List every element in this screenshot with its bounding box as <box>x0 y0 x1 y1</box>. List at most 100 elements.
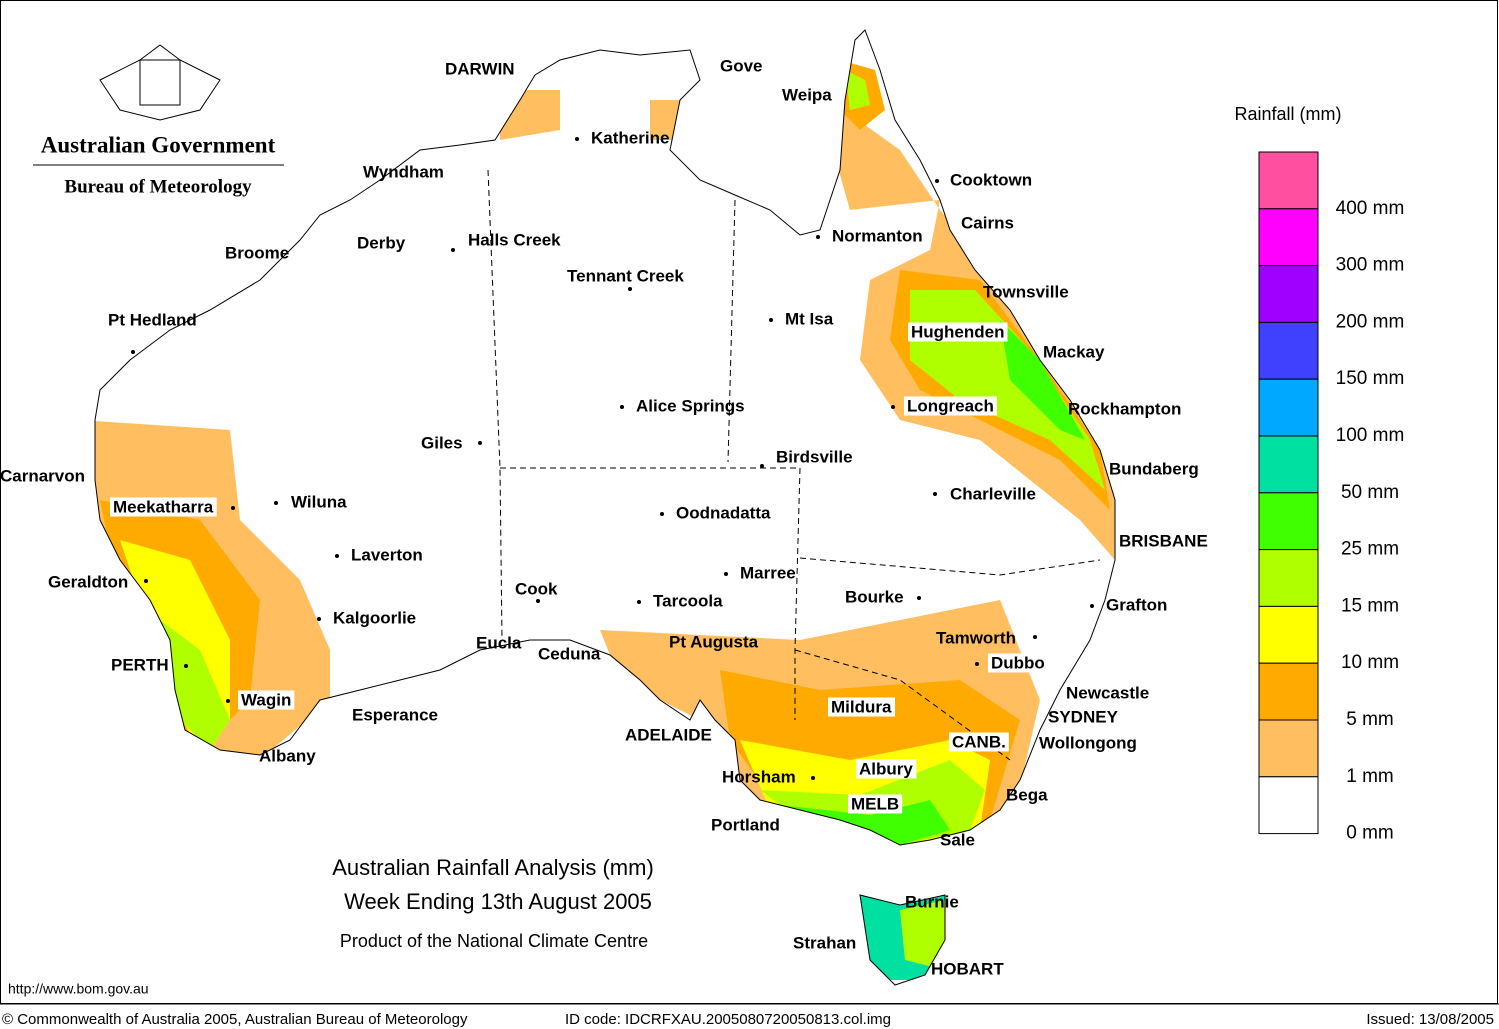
place-label: Mt Isa <box>785 309 834 328</box>
place-label: BRISBANE <box>1119 531 1208 550</box>
place-dot <box>637 600 641 604</box>
map-title: Australian Rainfall Analysis (mm) <box>332 855 654 880</box>
place-dot <box>769 318 773 322</box>
logo-line1: Australian Government <box>41 132 276 157</box>
place-label: Charleville <box>950 484 1036 503</box>
place-dot <box>917 596 921 600</box>
place-label: Bourke <box>845 587 904 606</box>
legend-swatch <box>1258 151 1319 210</box>
place-label: ADELAIDE <box>625 725 712 744</box>
place-dot <box>811 776 815 780</box>
place-label: Geraldton <box>48 572 128 591</box>
place-labels: DARWIN Gove Weipa Katherine Wyndham Cooktown C… <box>0 56 1208 978</box>
place-dot <box>451 248 455 252</box>
legend-swatch <box>1258 662 1319 721</box>
place-label: SYDNEY <box>1048 707 1119 726</box>
place-label: Katherine <box>591 128 669 147</box>
place-label: Rockhampton <box>1068 399 1181 418</box>
place-label: Cooktown <box>950 170 1032 189</box>
place-label: Broome <box>225 243 289 262</box>
legend-label: 100 mm <box>1336 425 1405 446</box>
place-label: CANB. <box>952 732 1006 751</box>
place-label: Kalgoorlie <box>333 608 416 627</box>
place-label: Burnie <box>905 892 959 911</box>
place-label: Meekatharra <box>113 497 214 516</box>
place-dot <box>660 512 664 516</box>
place-label: Cairns <box>961 213 1014 232</box>
place-label: Wollongong <box>1039 733 1137 752</box>
legend-label: 1 mm <box>1346 766 1394 787</box>
place-label: Laverton <box>351 545 423 564</box>
label-box <box>949 732 1009 752</box>
place-dot <box>620 405 624 409</box>
legend-label: 10 mm <box>1341 652 1399 673</box>
place-label: Giles <box>421 433 463 452</box>
place-dot <box>335 554 339 558</box>
place-dot <box>231 506 235 510</box>
legend-label: 50 mm <box>1341 482 1399 503</box>
place-dot <box>628 287 632 291</box>
place-label: Halls Creek <box>468 230 561 249</box>
place-label: Weipa <box>782 85 832 104</box>
label-box <box>904 396 997 416</box>
footer-url: http://www.bom.gov.au <box>8 981 149 997</box>
place-dot <box>975 662 979 666</box>
place-label: Esperance <box>352 705 438 724</box>
place-label: Cook <box>515 579 558 598</box>
place-label: Oodnadatta <box>676 503 771 522</box>
legend-swatch <box>1258 492 1319 551</box>
place-label: MELB <box>851 794 899 813</box>
place-label: Bega <box>1006 785 1048 804</box>
place-label: Ceduna <box>538 644 601 663</box>
label-box <box>988 653 1048 673</box>
place-dot <box>1090 604 1094 608</box>
place-dot <box>131 350 135 354</box>
place-label: Wyndham <box>363 162 444 181</box>
legend-swatch <box>1258 435 1319 494</box>
place-dot <box>536 599 540 603</box>
place-dot <box>317 617 321 621</box>
place-label: PERTH <box>111 655 169 674</box>
place-label: Mackay <box>1043 342 1105 361</box>
place-label: Townsville <box>983 282 1069 301</box>
place-label: Portland <box>711 815 780 834</box>
place-dot <box>274 501 278 505</box>
legend-label: 400 mm <box>1336 198 1405 219</box>
place-label: Longreach <box>907 396 994 415</box>
place-dot <box>226 699 230 703</box>
legend-swatch <box>1258 719 1319 778</box>
legend-swatch <box>1258 208 1319 267</box>
legend-swatch <box>1258 549 1319 607</box>
place-label: Sale <box>940 830 975 849</box>
place-dot <box>816 235 820 239</box>
place-label: Dubbo <box>991 653 1045 672</box>
label-box <box>908 322 1008 342</box>
place-label: Wiluna <box>291 492 347 511</box>
place-label: Pt Hedland <box>108 310 197 329</box>
legend-title: Rainfall (mm) <box>1234 104 1341 124</box>
map-credit: Product of the National Climate Centre <box>340 931 648 951</box>
place-label: Tamworth <box>936 628 1016 647</box>
footer-issued: Issued: 13/08/2005 <box>1366 1011 1494 1028</box>
legend-label: 15 mm <box>1341 595 1399 616</box>
place-dot <box>935 179 939 183</box>
place-dot <box>1033 635 1037 639</box>
legend-label: 200 mm <box>1336 311 1405 332</box>
footer-id: ID code: IDCRFXAU.2005080720050813.col.i… <box>565 1011 891 1028</box>
legend-label: 150 mm <box>1336 368 1405 389</box>
legend-label: 0 mm <box>1346 823 1394 844</box>
place-label: Tennant Creek <box>567 266 684 285</box>
footer-copyright: © Commonwealth of Australia 2005, Austra… <box>2 1011 468 1028</box>
legend-label: 25 mm <box>1341 539 1399 560</box>
legend-swatch <box>1258 605 1319 664</box>
place-dot <box>891 405 895 409</box>
label-box <box>622 725 715 745</box>
place-label: Gove <box>720 56 763 75</box>
place-label: Wagin <box>241 690 291 709</box>
place-dot <box>933 492 937 496</box>
legend-swatch <box>1258 776 1319 835</box>
place-label: Albany <box>259 746 316 765</box>
label-box <box>856 759 917 779</box>
place-dot <box>724 572 728 576</box>
